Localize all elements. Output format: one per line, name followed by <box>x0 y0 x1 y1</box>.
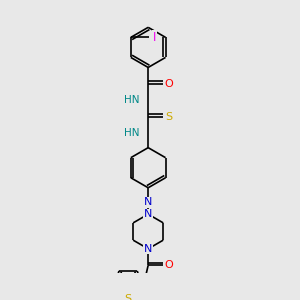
Text: N: N <box>144 244 152 254</box>
Text: N: N <box>144 197 152 207</box>
Text: O: O <box>165 79 173 89</box>
Text: S: S <box>166 112 173 122</box>
Text: N: N <box>144 209 152 219</box>
Text: I: I <box>153 31 156 44</box>
Text: S: S <box>124 294 132 300</box>
Text: O: O <box>165 260 173 270</box>
Text: HN: HN <box>124 95 139 105</box>
Text: HN: HN <box>124 128 139 138</box>
Text: S: S <box>124 294 132 300</box>
